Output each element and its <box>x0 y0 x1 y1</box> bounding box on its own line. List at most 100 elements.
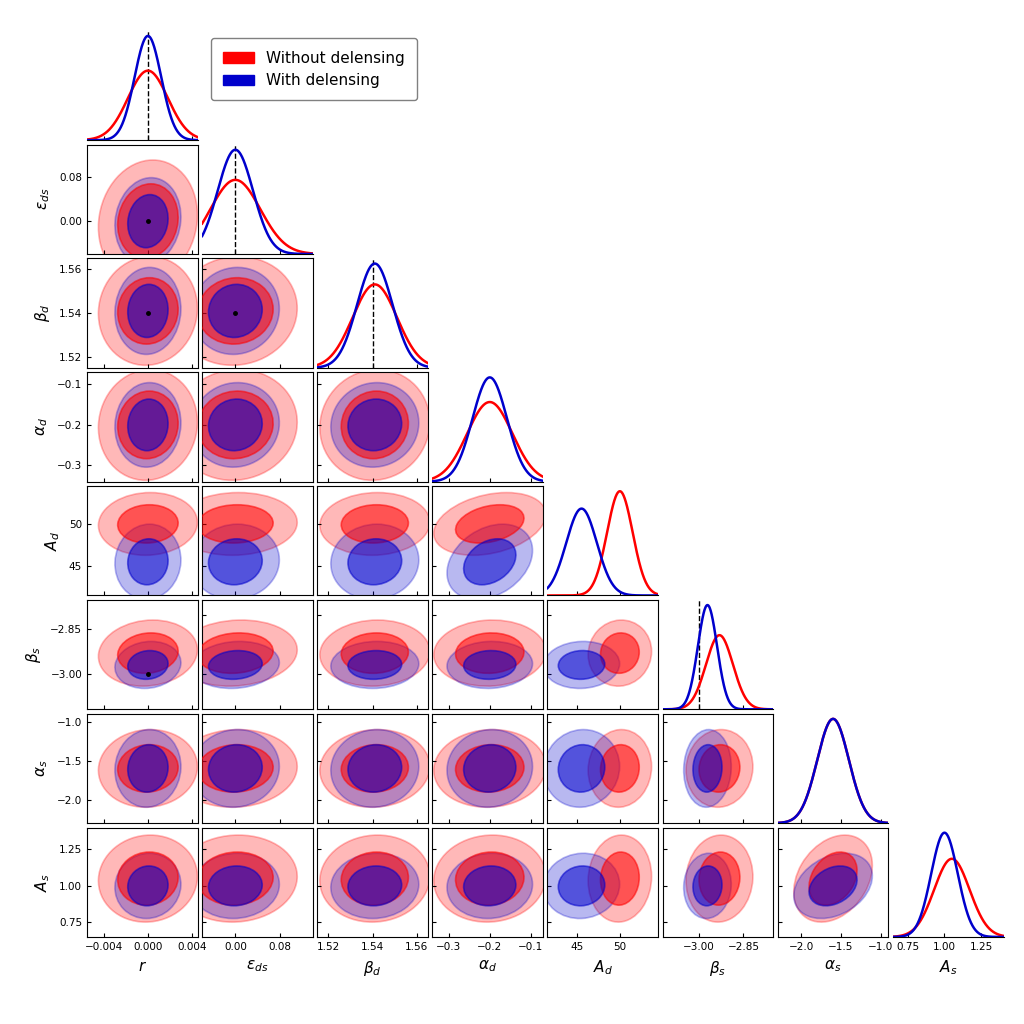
Ellipse shape <box>191 267 280 354</box>
Ellipse shape <box>331 729 419 807</box>
Ellipse shape <box>118 278 178 344</box>
X-axis label: $A_s$: $A_s$ <box>939 958 957 978</box>
Ellipse shape <box>341 633 409 674</box>
Ellipse shape <box>128 399 168 451</box>
Ellipse shape <box>191 524 280 599</box>
Ellipse shape <box>198 744 273 793</box>
Y-axis label: $\varepsilon_{ds}$: $\varepsilon_{ds}$ <box>37 188 52 211</box>
Y-axis label: $\alpha_s$: $\alpha_s$ <box>34 760 50 777</box>
Ellipse shape <box>341 505 409 543</box>
Ellipse shape <box>98 836 198 922</box>
Ellipse shape <box>98 729 198 807</box>
X-axis label: $\varepsilon_{ds}$: $\varepsilon_{ds}$ <box>247 958 268 975</box>
Ellipse shape <box>319 493 430 555</box>
Y-axis label: $A_d$: $A_d$ <box>43 530 62 551</box>
Ellipse shape <box>348 539 401 585</box>
Ellipse shape <box>588 621 651 686</box>
Ellipse shape <box>558 650 605 679</box>
Ellipse shape <box>341 744 409 793</box>
Ellipse shape <box>341 391 409 459</box>
Ellipse shape <box>464 650 516 679</box>
Ellipse shape <box>198 391 273 459</box>
Ellipse shape <box>693 866 722 906</box>
Y-axis label: $A_s$: $A_s$ <box>34 872 52 892</box>
X-axis label: $\beta_d$: $\beta_d$ <box>364 958 382 978</box>
Ellipse shape <box>115 729 181 807</box>
Ellipse shape <box>191 383 280 467</box>
Ellipse shape <box>128 866 168 906</box>
Ellipse shape <box>98 257 198 366</box>
Ellipse shape <box>331 524 419 599</box>
Ellipse shape <box>434 729 546 807</box>
Ellipse shape <box>173 257 297 366</box>
Ellipse shape <box>118 505 178 543</box>
Ellipse shape <box>558 744 605 793</box>
Ellipse shape <box>118 184 178 258</box>
Ellipse shape <box>118 852 178 905</box>
Ellipse shape <box>331 641 419 688</box>
Legend: Without delensing, With delensing: Without delensing, With delensing <box>211 38 417 100</box>
Ellipse shape <box>209 539 262 585</box>
Ellipse shape <box>464 744 516 793</box>
Ellipse shape <box>209 285 262 338</box>
Ellipse shape <box>128 195 168 248</box>
Ellipse shape <box>434 836 546 922</box>
Ellipse shape <box>447 729 532 807</box>
Ellipse shape <box>600 633 639 674</box>
Ellipse shape <box>348 866 401 906</box>
X-axis label: $r$: $r$ <box>138 958 146 974</box>
Ellipse shape <box>209 744 262 793</box>
Ellipse shape <box>115 524 181 599</box>
X-axis label: $\alpha_d$: $\alpha_d$ <box>478 958 497 975</box>
Ellipse shape <box>699 744 740 793</box>
Ellipse shape <box>128 650 168 679</box>
Ellipse shape <box>319 370 430 480</box>
Ellipse shape <box>588 836 651 922</box>
Ellipse shape <box>456 633 524 674</box>
Ellipse shape <box>686 729 753 807</box>
Ellipse shape <box>447 641 532 688</box>
Ellipse shape <box>115 853 181 919</box>
Y-axis label: $\beta_s$: $\beta_s$ <box>25 646 43 664</box>
Ellipse shape <box>348 744 401 793</box>
Ellipse shape <box>434 621 546 686</box>
Ellipse shape <box>794 836 872 922</box>
Ellipse shape <box>544 641 620 688</box>
Ellipse shape <box>173 836 297 922</box>
Ellipse shape <box>558 866 605 906</box>
Ellipse shape <box>98 621 198 686</box>
Ellipse shape <box>115 177 181 264</box>
Ellipse shape <box>699 852 740 905</box>
Ellipse shape <box>191 641 280 688</box>
Ellipse shape <box>464 539 516 585</box>
Ellipse shape <box>173 621 297 686</box>
Ellipse shape <box>191 729 280 807</box>
Ellipse shape <box>319 836 430 922</box>
Ellipse shape <box>115 641 181 688</box>
Ellipse shape <box>588 729 651 807</box>
Ellipse shape <box>173 370 297 480</box>
Y-axis label: $\beta_d$: $\beta_d$ <box>33 304 52 323</box>
Ellipse shape <box>794 853 872 919</box>
Ellipse shape <box>209 399 262 451</box>
Ellipse shape <box>198 278 273 344</box>
Ellipse shape <box>693 744 722 793</box>
Ellipse shape <box>198 505 273 543</box>
Ellipse shape <box>600 744 639 793</box>
Ellipse shape <box>98 370 198 480</box>
Ellipse shape <box>173 493 297 555</box>
X-axis label: $\beta_s$: $\beta_s$ <box>710 958 726 978</box>
Ellipse shape <box>544 853 620 919</box>
Ellipse shape <box>115 267 181 354</box>
Ellipse shape <box>464 866 516 906</box>
Ellipse shape <box>198 852 273 905</box>
Ellipse shape <box>98 493 198 555</box>
Ellipse shape <box>331 383 419 467</box>
Ellipse shape <box>348 399 401 451</box>
Ellipse shape <box>173 729 297 807</box>
Ellipse shape <box>209 650 262 679</box>
Ellipse shape <box>319 621 430 686</box>
Ellipse shape <box>118 391 178 459</box>
X-axis label: $A_d$: $A_d$ <box>593 958 612 978</box>
Ellipse shape <box>128 285 168 338</box>
